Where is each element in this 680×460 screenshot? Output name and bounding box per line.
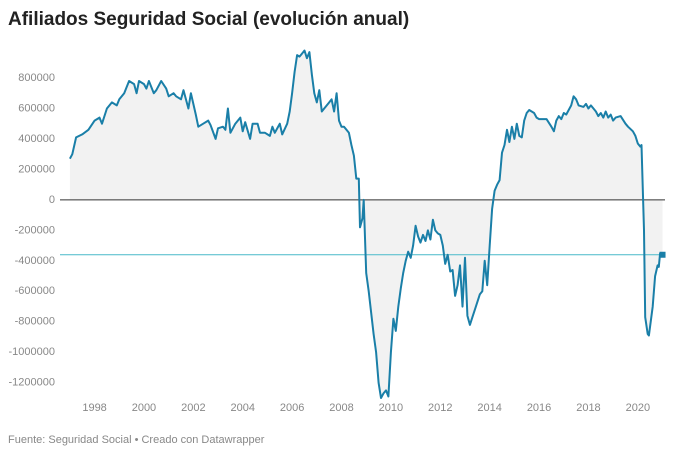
- x-tick-label: 2004: [230, 402, 254, 414]
- y-tick-label: -1000000: [9, 346, 56, 358]
- x-tick-label: 2008: [329, 402, 353, 414]
- y-tick-label: -600000: [15, 285, 55, 297]
- y-tick-label: -1200000: [9, 377, 56, 389]
- y-tick-label: 0: [49, 194, 55, 206]
- x-tick-label: 2016: [527, 402, 551, 414]
- x-tick-label: 1998: [82, 402, 106, 414]
- x-tick-label: 2006: [280, 402, 304, 414]
- source: Fuente: Seguridad Social • Creado con Da…: [8, 434, 265, 446]
- x-tick-label: 2020: [626, 402, 650, 414]
- x-tick-label: 2018: [576, 402, 600, 414]
- y-tick-label: 600000: [18, 102, 55, 114]
- latest-point: [659, 251, 666, 258]
- y-tick-label: 400000: [18, 133, 55, 145]
- x-tick-label: 2010: [379, 402, 403, 414]
- y-tick-label: -800000: [15, 316, 55, 328]
- x-tick-label: 2002: [181, 402, 205, 414]
- x-tick-label: 2000: [132, 402, 156, 414]
- x-tick-label: 2014: [477, 402, 501, 414]
- line: [69, 49, 664, 399]
- y-tick-label: -400000: [15, 255, 55, 267]
- area: [69, 50, 663, 398]
- chart-title: Afiliados Seguridad Social (evolución an…: [8, 9, 409, 30]
- x-tick-label: 2012: [428, 402, 452, 414]
- y-tick-label: 200000: [18, 163, 55, 175]
- y-tick-label: -200000: [15, 224, 55, 236]
- y-tick-label: 800000: [18, 72, 55, 84]
